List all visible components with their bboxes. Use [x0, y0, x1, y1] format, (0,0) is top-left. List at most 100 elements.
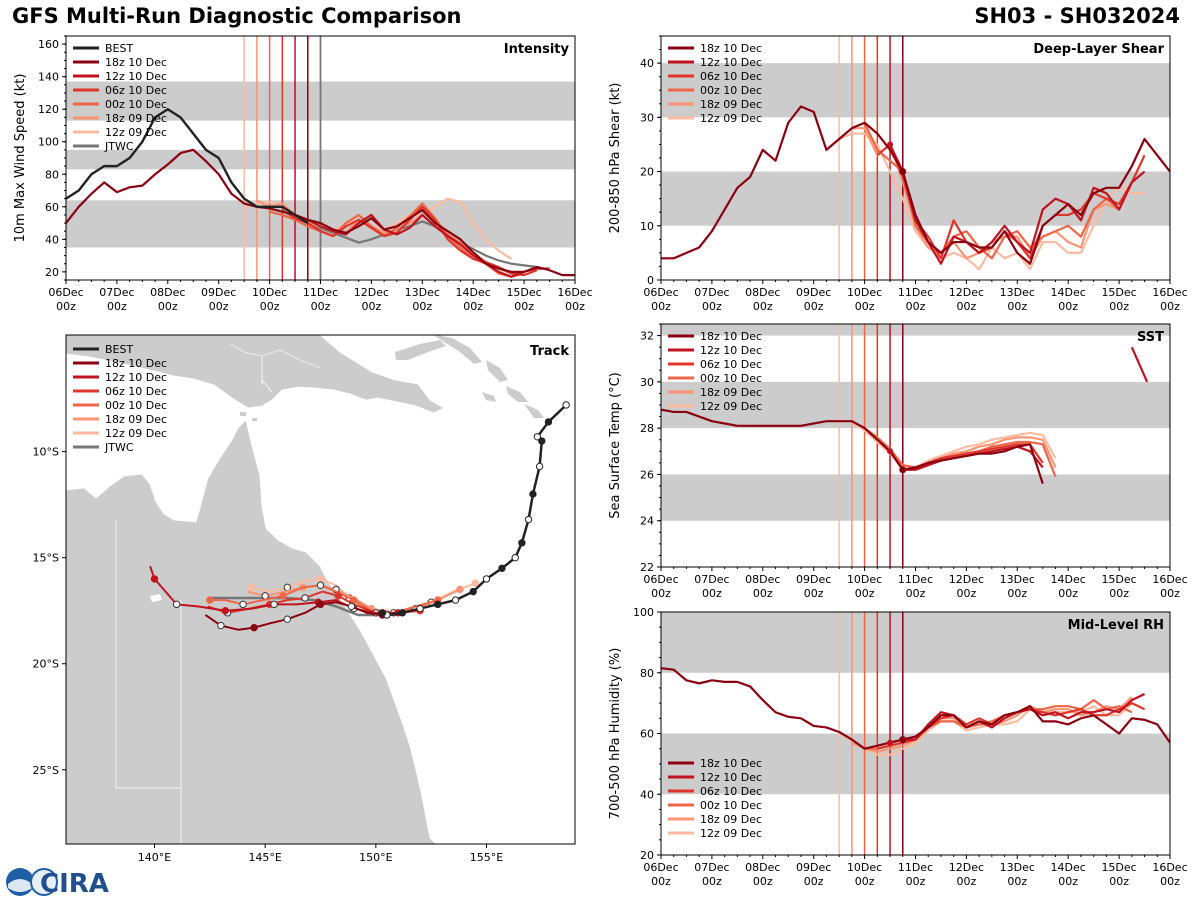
- panel-title: Mid-Level RH: [1068, 618, 1164, 633]
- track-position-marker: [469, 587, 477, 596]
- legend-label: 18z 10 Dec: [700, 757, 762, 770]
- y-axis-label: 10m Max Wind Speed (kt): [13, 74, 28, 243]
- x-tick-label: 10Dec: [847, 861, 882, 874]
- y-tick-label: 26: [640, 468, 654, 481]
- x-tick-label: 14Dec: [1051, 861, 1086, 874]
- y-tick-label: 30: [640, 376, 654, 389]
- series-line-12z-10-dec: [294, 213, 550, 278]
- series-line-12z-10-dec: [889, 143, 1146, 265]
- x-tick-label: 15Dec: [1101, 861, 1136, 874]
- track-position-marker: [524, 515, 533, 524]
- x-tick-label: 155°E: [470, 851, 503, 864]
- x-tick-hour-label: 00z: [906, 875, 926, 888]
- x-tick-hour-label: 00z: [702, 300, 722, 313]
- track-position-marker: [316, 575, 325, 583]
- init-marker: [899, 466, 907, 474]
- y-tick-label: 10: [640, 220, 654, 233]
- y-tick-label: 10°S: [33, 446, 59, 459]
- legend-label: 18z 09 Dec: [700, 98, 762, 111]
- y-tick-label: 80: [640, 667, 654, 680]
- legend-label: 12z 09 Dec: [700, 827, 762, 840]
- legend-label: 12z 09 Dec: [700, 400, 762, 413]
- x-tick-label: 13Dec: [1000, 573, 1035, 586]
- x-tick-label: 07Dec: [694, 573, 729, 586]
- x-tick-hour-label: 00z: [1007, 300, 1027, 313]
- axes-frame-track: [65, 334, 576, 845]
- land-solomon-4: [482, 392, 496, 402]
- y-tick-label: 24: [640, 515, 654, 528]
- legend-label: 18z 10 Dec: [700, 330, 762, 343]
- legend-label: 00z 10 Dec: [105, 399, 167, 412]
- y-tick-label: 60: [45, 201, 59, 214]
- x-tick-label: 14Dec: [456, 286, 491, 299]
- x-tick-label: 16Dec: [557, 286, 592, 299]
- track-position-marker: [283, 615, 292, 623]
- y-tick-label: 120: [38, 103, 59, 116]
- legend-label: 12z 09 Dec: [105, 427, 167, 440]
- y-tick-label: 25°S: [33, 764, 59, 777]
- legend-label: 00z 10 Dec: [105, 98, 167, 111]
- x-tick-label: 14Dec: [1051, 286, 1086, 299]
- y-axis-label: 200-850 hPa Shear (kt): [608, 83, 623, 234]
- land-new-guinea: [66, 335, 445, 414]
- track-position-marker: [562, 401, 570, 409]
- x-tick-label: 14Dec: [1051, 573, 1086, 586]
- x-tick-label: 16Dec: [1152, 573, 1187, 586]
- x-tick-hour-label: 00z: [1160, 300, 1180, 313]
- land-islets: [240, 412, 257, 421]
- x-tick-hour-label: 00z: [209, 300, 229, 313]
- x-tick-hour-label: 00z: [651, 300, 671, 313]
- series-line-12z-09-dec: [839, 420, 1057, 469]
- x-tick-hour-label: 00z: [1109, 300, 1129, 313]
- x-tick-hour-label: 00z: [565, 300, 585, 313]
- x-tick-hour-label: 00z: [702, 875, 722, 888]
- y-tick-label: 80: [45, 168, 59, 181]
- track-position-marker: [538, 437, 546, 445]
- series-line-extra: [1130, 346, 1149, 383]
- x-tick-hour-label: 00z: [753, 875, 773, 888]
- x-tick-label: 08Dec: [150, 286, 185, 299]
- legend-label: JTWC: [104, 140, 134, 153]
- legend-label: BEST: [105, 42, 133, 55]
- land-new-ireland: [433, 335, 482, 364]
- track-position-marker: [498, 564, 506, 572]
- x-tick-label: 09Dec: [796, 573, 831, 586]
- x-tick-hour-label: 00z: [651, 587, 671, 600]
- y-tick-label: 20°S: [33, 658, 59, 671]
- x-tick-label: 13Dec: [1000, 861, 1035, 874]
- x-tick-label: 06Dec: [643, 286, 678, 299]
- storm-id-title: SH03 - SH032024: [974, 4, 1180, 28]
- panel-title: SST: [1137, 330, 1164, 345]
- x-tick-hour-label: 00z: [906, 587, 926, 600]
- track-position-marker: [239, 600, 247, 609]
- x-tick-hour-label: 00z: [1058, 587, 1078, 600]
- track-position-marker: [217, 621, 225, 630]
- y-tick-label: 40: [640, 57, 654, 70]
- x-tick-hour-label: 00z: [957, 587, 977, 600]
- track-position-marker: [416, 604, 424, 613]
- cira-noaa-logo: CIRA: [6, 868, 109, 898]
- x-tick-label: 11Dec: [898, 573, 933, 586]
- track-position-marker: [451, 596, 460, 604]
- track-position-marker: [533, 433, 542, 441]
- track-position-marker: [511, 553, 519, 562]
- plot-area-rh: [661, 612, 1170, 855]
- track-position-marker: [270, 600, 278, 609]
- x-tick-hour-label: 00z: [1109, 875, 1129, 888]
- y-axis-label: Sea Surface Temp (°C): [608, 372, 623, 519]
- panel-sst: 22242628303206Dec00z07Dec00z08Dec00z09De…: [608, 323, 1188, 600]
- series-line-jtwc: [307, 220, 537, 269]
- shaded-band: [661, 381, 1170, 429]
- legend-label: 12z 10 Dec: [700, 771, 762, 784]
- x-tick-label: 06Dec: [643, 861, 678, 874]
- legend-label: 18z 10 Dec: [700, 42, 762, 55]
- legend-label: 00z 10 Dec: [700, 372, 762, 385]
- y-tick-label: 20: [45, 266, 59, 279]
- x-tick-hour-label: 00z: [1007, 587, 1027, 600]
- y-tick-label: 15°S: [33, 552, 59, 565]
- x-tick-label: 11Dec: [303, 286, 338, 299]
